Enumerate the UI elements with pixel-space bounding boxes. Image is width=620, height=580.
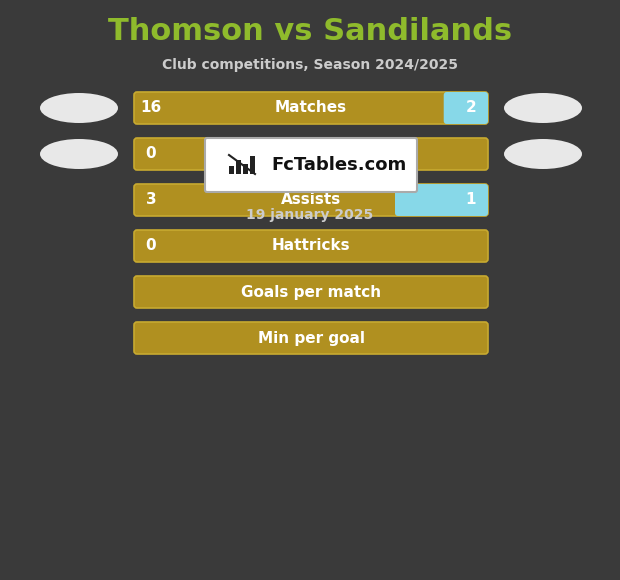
Text: Assists: Assists <box>281 193 341 208</box>
FancyBboxPatch shape <box>205 138 417 192</box>
Text: 1: 1 <box>466 193 476 208</box>
Bar <box>250 156 255 174</box>
Text: Club competitions, Season 2024/2025: Club competitions, Season 2024/2025 <box>162 58 458 72</box>
FancyBboxPatch shape <box>134 138 488 170</box>
FancyBboxPatch shape <box>134 276 488 308</box>
Text: 0: 0 <box>146 238 156 253</box>
Ellipse shape <box>40 93 118 123</box>
Text: Goals per match: Goals per match <box>241 285 381 299</box>
Ellipse shape <box>504 93 582 123</box>
Text: Matches: Matches <box>275 100 347 115</box>
Ellipse shape <box>40 139 118 169</box>
FancyBboxPatch shape <box>134 230 488 262</box>
Text: Goals: Goals <box>287 147 335 161</box>
Bar <box>229 166 234 174</box>
Text: 0: 0 <box>146 147 156 161</box>
Text: 3: 3 <box>146 193 156 208</box>
FancyBboxPatch shape <box>444 92 488 124</box>
FancyBboxPatch shape <box>395 184 488 216</box>
Text: 19 january 2025: 19 january 2025 <box>246 208 374 222</box>
Text: 2: 2 <box>466 100 476 115</box>
Text: Min per goal: Min per goal <box>257 331 365 346</box>
FancyBboxPatch shape <box>134 92 488 124</box>
Text: 16: 16 <box>140 100 162 115</box>
Bar <box>243 164 248 174</box>
Text: FcTables.com: FcTables.com <box>271 156 406 174</box>
FancyBboxPatch shape <box>134 184 488 216</box>
FancyBboxPatch shape <box>134 322 488 354</box>
Ellipse shape <box>504 139 582 169</box>
Bar <box>236 160 241 174</box>
Text: Thomson vs Sandilands: Thomson vs Sandilands <box>108 17 512 46</box>
Text: Hattricks: Hattricks <box>272 238 350 253</box>
